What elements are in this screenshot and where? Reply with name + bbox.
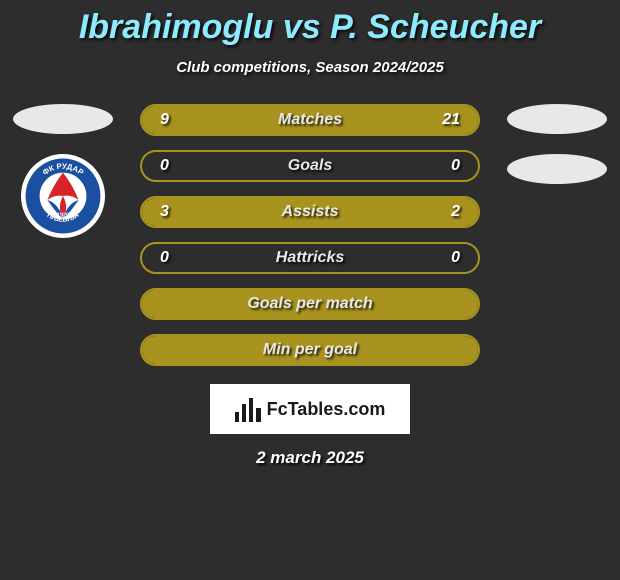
stat-value-left: 3 (160, 203, 169, 221)
page-subtitle: Club competitions, Season 2024/2025 (0, 59, 620, 76)
svg-text:1920: 1920 (57, 212, 69, 218)
stat-label: Goals (288, 157, 332, 175)
stat-label: Assists (282, 203, 339, 221)
stat-value-left: 0 (160, 249, 169, 267)
comparison-panel: ФК РУДАР ПЉЕВЉА 1920 9 Matches 21 0 Goal… (0, 104, 620, 468)
stat-value-right: 2 (451, 203, 460, 221)
club-badge-left: ФК РУДАР ПЉЕВЉА 1920 (21, 154, 105, 238)
stat-value-right: 0 (451, 249, 460, 267)
stat-value-right: 21 (442, 111, 460, 129)
player-photo-placeholder (13, 104, 113, 134)
stat-value-left: 0 (160, 157, 169, 175)
page-title: Ibrahimoglu vs P. Scheucher (0, 0, 620, 47)
player-photo-placeholder (507, 104, 607, 134)
stat-row-goals-per-match: Goals per match (140, 288, 480, 320)
stat-label: Hattricks (276, 249, 344, 267)
stat-row-assists: 3 Assists 2 (140, 196, 480, 228)
stat-value-left: 9 (160, 111, 169, 129)
logo-text: FcTables.com (267, 399, 386, 420)
stat-fill-left (142, 106, 243, 134)
left-player-column: ФК РУДАР ПЉЕВЉА 1920 (8, 104, 118, 238)
stat-row-min-per-goal: Min per goal (140, 334, 480, 366)
club-badge-placeholder (507, 154, 607, 184)
stats-list: 9 Matches 21 0 Goals 0 3 Assists 2 0 Hat… (140, 104, 480, 366)
bars-icon (235, 396, 261, 422)
comparison-date: 2 march 2025 (0, 448, 620, 468)
fctables-logo: FcTables.com (210, 384, 410, 434)
stat-value-right: 0 (451, 157, 460, 175)
stat-label: Goals per match (247, 295, 372, 313)
stat-row-goals: 0 Goals 0 (140, 150, 480, 182)
stat-label: Min per goal (263, 341, 357, 359)
stat-row-matches: 9 Matches 21 (140, 104, 480, 136)
right-player-column (502, 104, 612, 184)
stat-row-hattricks: 0 Hattricks 0 (140, 242, 480, 274)
stat-label: Matches (278, 111, 342, 129)
